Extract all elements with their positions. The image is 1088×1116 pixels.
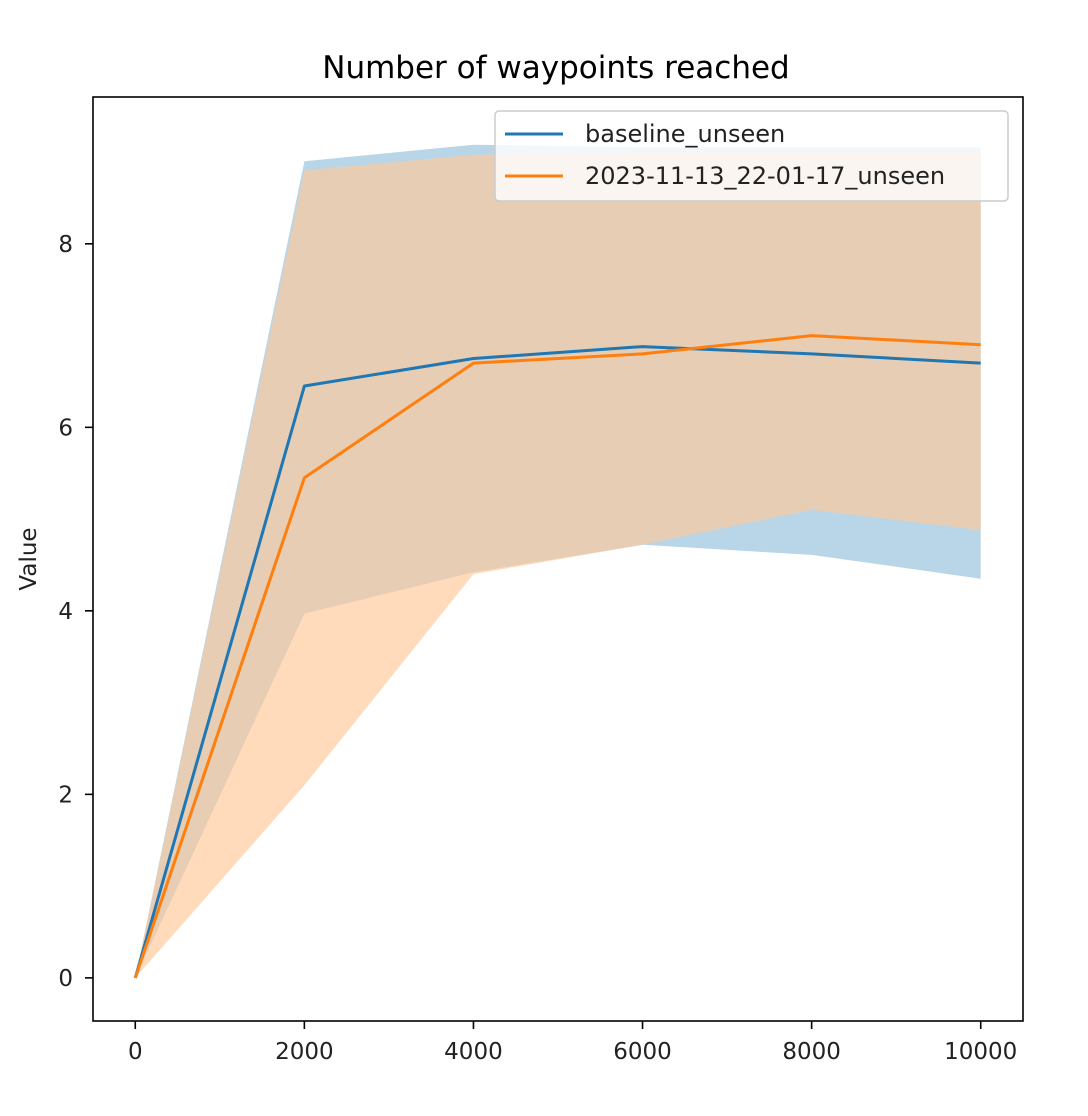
- y-tick-label: 6: [58, 415, 73, 441]
- series-lines: [133, 334, 981, 979]
- plot-frame: [92, 96, 1024, 1022]
- band-series-2: [135, 152, 981, 978]
- y-tick-label: 2: [58, 782, 73, 808]
- y-tick-label: 4: [58, 599, 73, 625]
- y-axis-label: Value: [16, 527, 42, 590]
- legend-label: 2023-11-13_22-01-17_unseen: [585, 162, 945, 190]
- x-axis: 0 2000 4000 6000 8000 10000: [128, 1021, 1017, 1065]
- x-tick-label: 10000: [944, 1039, 1017, 1065]
- x-tick-label: 2000: [275, 1039, 334, 1065]
- x-tick-label: 8000: [782, 1039, 841, 1065]
- y-tick-label: 0: [58, 966, 73, 992]
- line-series-1: [133, 345, 981, 979]
- legend-label: baseline_unseen: [585, 120, 785, 148]
- legend: baseline_unseen 2023-11-13_22-01-17_unsee…: [494, 110, 1009, 202]
- y-axis: 0 2 4 6 8: [58, 232, 93, 992]
- confidence-bands: [135, 144, 981, 978]
- x-tick-label: 0: [128, 1039, 143, 1065]
- y-tick-label: 8: [58, 232, 73, 258]
- legend-box: [494, 110, 1009, 202]
- chart-title: Number of waypoints reached: [322, 50, 789, 86]
- x-tick-label: 6000: [613, 1039, 672, 1065]
- line-series-2: [133, 334, 981, 979]
- x-tick-label: 4000: [444, 1039, 503, 1065]
